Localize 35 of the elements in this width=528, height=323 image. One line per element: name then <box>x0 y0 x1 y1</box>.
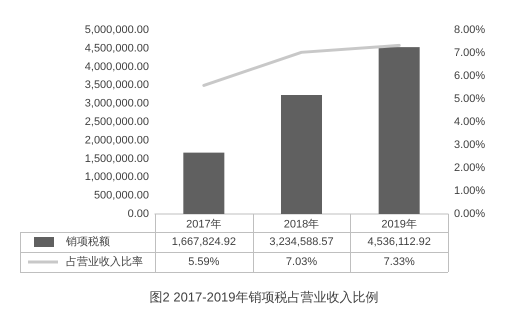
x-tick-label: 2018年 <box>284 218 320 231</box>
data-label: 7.03% <box>286 256 318 268</box>
data-label: 3,234,588.57 <box>269 236 334 248</box>
y-tick-label: 1,000,000.00 <box>84 171 149 184</box>
y2-tick-label: 7.00% <box>454 47 486 60</box>
y-tick-label: 3,000,000.00 <box>84 98 149 110</box>
y-tick-label: 3,500,000.00 <box>84 79 149 92</box>
y-tick-label: 500,000.00 <box>94 190 149 202</box>
y-tick-label: 2,500,000.00 <box>84 116 149 128</box>
y2-tick-label: 5.00% <box>454 93 486 106</box>
data-label: 4,536,112.92 <box>367 236 431 248</box>
y-tick-label: 0.00 <box>128 208 149 220</box>
bar <box>378 47 420 214</box>
y-tick-label: 4,500,000.00 <box>84 42 149 54</box>
y2-tick-label: 1.00% <box>454 185 486 198</box>
y-tick-label: 1,500,000.00 <box>84 152 149 165</box>
y2-tick-label: 2.00% <box>454 162 486 174</box>
y2-tick-label: 4.00% <box>454 116 486 128</box>
bar <box>280 94 322 214</box>
data-label: 5.59% <box>188 256 220 268</box>
bar <box>183 152 224 214</box>
y-tick-label: 5,000,000.00 <box>84 24 149 36</box>
legend-label: 占营业收入比率 <box>66 255 143 268</box>
y2-tick-label: 0.00% <box>454 208 486 220</box>
y2-tick-label: 8.00% <box>454 24 486 36</box>
data-label: 7.33% <box>384 256 415 268</box>
text: 图2 2017-2019年销项税占营业收入比例 <box>149 290 379 305</box>
x-tick-label: 2019年 <box>381 218 417 231</box>
x-tick-label: 2017年 <box>186 218 222 231</box>
y2-tick-label: 3.00% <box>454 139 486 152</box>
y2-tick-label: 6.00% <box>454 70 486 82</box>
y-tick-label: 2,000,000.00 <box>84 134 149 146</box>
y-tick-label: 4,000,000.00 <box>84 60 149 73</box>
legend-label: 销项税额 <box>65 235 110 248</box>
data-label: 1,667,824.92 <box>172 236 236 248</box>
